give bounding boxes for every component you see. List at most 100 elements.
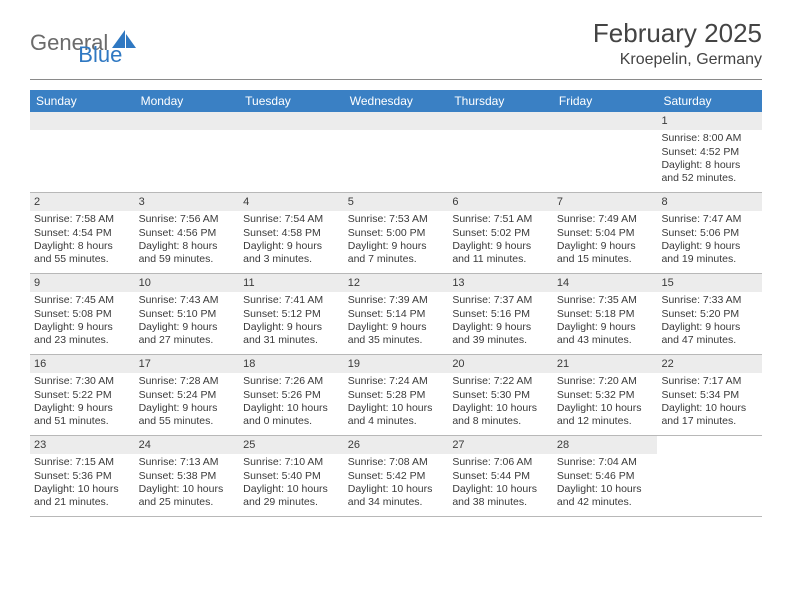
daylight2-text: and 38 minutes. xyxy=(452,496,548,509)
cell-body: Sunrise: 7:43 AMSunset: 5:10 PMDaylight:… xyxy=(135,292,240,352)
daynum-bar xyxy=(135,112,240,130)
daylight2-text: and 4 minutes. xyxy=(348,415,444,428)
daylight1-text: Daylight: 10 hours xyxy=(34,483,130,496)
cell-body: Sunrise: 7:45 AMSunset: 5:08 PMDaylight:… xyxy=(30,292,135,352)
daynum-bar xyxy=(30,112,135,130)
cell-body: Sunrise: 7:54 AMSunset: 4:58 PMDaylight:… xyxy=(239,211,344,271)
daynum-bar xyxy=(448,112,553,130)
calendar-week: 1Sunrise: 8:00 AMSunset: 4:52 PMDaylight… xyxy=(30,112,762,193)
calendar-cell xyxy=(344,112,449,192)
logo-text-blue: Blue xyxy=(78,42,122,68)
day-header-row: SundayMondayTuesdayWednesdayThursdayFrid… xyxy=(30,90,762,112)
cell-body: Sunrise: 7:24 AMSunset: 5:28 PMDaylight:… xyxy=(344,373,449,433)
cell-body: Sunrise: 7:49 AMSunset: 5:04 PMDaylight:… xyxy=(553,211,658,271)
daylight1-text: Daylight: 10 hours xyxy=(243,402,339,415)
sunset-text: Sunset: 4:52 PM xyxy=(661,146,757,159)
day-header: Tuesday xyxy=(239,90,344,112)
sunrise-text: Sunrise: 7:51 AM xyxy=(452,213,548,226)
cell-body: Sunrise: 7:58 AMSunset: 4:54 PMDaylight:… xyxy=(30,211,135,271)
cell-body: Sunrise: 7:56 AMSunset: 4:56 PMDaylight:… xyxy=(135,211,240,271)
sunset-text: Sunset: 5:28 PM xyxy=(348,389,444,402)
day-number: 1 xyxy=(657,112,762,130)
sunrise-text: Sunrise: 7:22 AM xyxy=(452,375,548,388)
daylight2-text: and 52 minutes. xyxy=(661,172,757,185)
daylight2-text: and 47 minutes. xyxy=(661,334,757,347)
day-number: 23 xyxy=(30,436,135,454)
daylight2-text: and 0 minutes. xyxy=(243,415,339,428)
calendar-cell: 14Sunrise: 7:35 AMSunset: 5:18 PMDayligh… xyxy=(553,274,658,354)
sunset-text: Sunset: 5:08 PM xyxy=(34,308,130,321)
cell-body: Sunrise: 7:20 AMSunset: 5:32 PMDaylight:… xyxy=(553,373,658,433)
daylight1-text: Daylight: 10 hours xyxy=(243,483,339,496)
cell-body: Sunrise: 7:37 AMSunset: 5:16 PMDaylight:… xyxy=(448,292,553,352)
cell-body: Sunrise: 7:10 AMSunset: 5:40 PMDaylight:… xyxy=(239,454,344,514)
daylight2-text: and 55 minutes. xyxy=(139,415,235,428)
daylight1-text: Daylight: 9 hours xyxy=(243,240,339,253)
daylight2-text: and 17 minutes. xyxy=(661,415,757,428)
sunrise-text: Sunrise: 7:20 AM xyxy=(557,375,653,388)
cell-body: Sunrise: 7:08 AMSunset: 5:42 PMDaylight:… xyxy=(344,454,449,514)
day-number: 3 xyxy=(135,193,240,211)
daynum-bar xyxy=(239,112,344,130)
sunrise-text: Sunrise: 7:47 AM xyxy=(661,213,757,226)
calendar-cell xyxy=(239,112,344,192)
sunrise-text: Sunrise: 7:28 AM xyxy=(139,375,235,388)
day-number: 8 xyxy=(657,193,762,211)
cell-body: Sunrise: 7:39 AMSunset: 5:14 PMDaylight:… xyxy=(344,292,449,352)
day-header: Friday xyxy=(553,90,658,112)
calendar-cell: 23Sunrise: 7:15 AMSunset: 5:36 PMDayligh… xyxy=(30,436,135,516)
calendar-cell: 5Sunrise: 7:53 AMSunset: 5:00 PMDaylight… xyxy=(344,193,449,273)
day-header: Sunday xyxy=(30,90,135,112)
daylight2-text: and 7 minutes. xyxy=(348,253,444,266)
sunrise-text: Sunrise: 7:54 AM xyxy=(243,213,339,226)
calendar-cell: 16Sunrise: 7:30 AMSunset: 5:22 PMDayligh… xyxy=(30,355,135,435)
calendar-cell: 3Sunrise: 7:56 AMSunset: 4:56 PMDaylight… xyxy=(135,193,240,273)
daylight1-text: Daylight: 8 hours xyxy=(34,240,130,253)
day-number: 18 xyxy=(239,355,344,373)
daylight2-text: and 25 minutes. xyxy=(139,496,235,509)
daylight1-text: Daylight: 9 hours xyxy=(139,321,235,334)
daylight2-text: and 27 minutes. xyxy=(139,334,235,347)
calendar-cell xyxy=(553,112,658,192)
sunrise-text: Sunrise: 7:24 AM xyxy=(348,375,444,388)
daylight2-text: and 21 minutes. xyxy=(34,496,130,509)
sunrise-text: Sunrise: 7:15 AM xyxy=(34,456,130,469)
sunset-text: Sunset: 5:12 PM xyxy=(243,308,339,321)
calendar-cell xyxy=(135,112,240,192)
daylight1-text: Daylight: 10 hours xyxy=(452,402,548,415)
daylight2-text: and 15 minutes. xyxy=(557,253,653,266)
cell-body: Sunrise: 8:00 AMSunset: 4:52 PMDaylight:… xyxy=(657,130,762,190)
calendar-cell: 26Sunrise: 7:08 AMSunset: 5:42 PMDayligh… xyxy=(344,436,449,516)
calendar-cell: 15Sunrise: 7:33 AMSunset: 5:20 PMDayligh… xyxy=(657,274,762,354)
sunrise-text: Sunrise: 7:43 AM xyxy=(139,294,235,307)
sunrise-text: Sunrise: 7:26 AM xyxy=(243,375,339,388)
day-number: 16 xyxy=(30,355,135,373)
daylight1-text: Daylight: 9 hours xyxy=(348,321,444,334)
daylight1-text: Daylight: 10 hours xyxy=(557,483,653,496)
sunset-text: Sunset: 4:56 PM xyxy=(139,227,235,240)
calendar-cell: 11Sunrise: 7:41 AMSunset: 5:12 PMDayligh… xyxy=(239,274,344,354)
sunrise-text: Sunrise: 7:17 AM xyxy=(661,375,757,388)
sunset-text: Sunset: 5:22 PM xyxy=(34,389,130,402)
calendar-cell: 21Sunrise: 7:20 AMSunset: 5:32 PMDayligh… xyxy=(553,355,658,435)
day-number: 21 xyxy=(553,355,658,373)
sunset-text: Sunset: 5:32 PM xyxy=(557,389,653,402)
sunset-text: Sunset: 5:46 PM xyxy=(557,470,653,483)
daylight1-text: Daylight: 8 hours xyxy=(661,159,757,172)
daylight2-text: and 35 minutes. xyxy=(348,334,444,347)
daylight2-text: and 34 minutes. xyxy=(348,496,444,509)
calendar-cell: 12Sunrise: 7:39 AMSunset: 5:14 PMDayligh… xyxy=(344,274,449,354)
calendar-cell: 1Sunrise: 8:00 AMSunset: 4:52 PMDaylight… xyxy=(657,112,762,192)
calendar-week: 2Sunrise: 7:58 AMSunset: 4:54 PMDaylight… xyxy=(30,193,762,274)
sunset-text: Sunset: 5:30 PM xyxy=(452,389,548,402)
daylight1-text: Daylight: 9 hours xyxy=(139,402,235,415)
day-number: 27 xyxy=(448,436,553,454)
sunrise-text: Sunrise: 7:04 AM xyxy=(557,456,653,469)
daylight1-text: Daylight: 10 hours xyxy=(557,402,653,415)
sunrise-text: Sunrise: 7:58 AM xyxy=(34,213,130,226)
calendar-cell: 19Sunrise: 7:24 AMSunset: 5:28 PMDayligh… xyxy=(344,355,449,435)
daylight1-text: Daylight: 9 hours xyxy=(452,321,548,334)
sunset-text: Sunset: 4:58 PM xyxy=(243,227,339,240)
day-number: 13 xyxy=(448,274,553,292)
sunrise-text: Sunrise: 8:00 AM xyxy=(661,132,757,145)
